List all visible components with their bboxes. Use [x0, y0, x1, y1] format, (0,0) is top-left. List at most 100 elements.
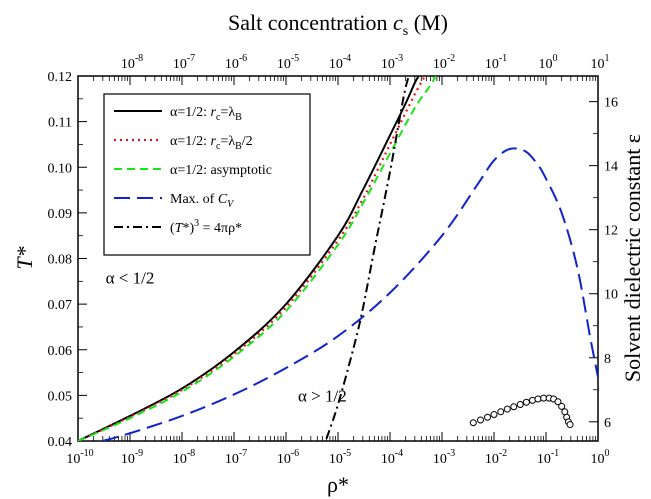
x-top-tick-label-exp: -5	[291, 53, 299, 64]
x-top-tick-label-base: 10	[381, 57, 395, 72]
x-top-tick-label: 10-2	[433, 53, 455, 72]
x-bottom-tick-label-base: 10	[66, 452, 80, 467]
x-top-tick-label: 10-5	[277, 53, 299, 72]
x-top-title-unit: (M)	[408, 10, 448, 35]
series-line-dash-dot	[325, 76, 411, 440]
x-bottom-tick-label: 10-10	[66, 448, 93, 467]
x-top-tick-label-exp: 0	[553, 53, 558, 64]
x-top-tick-label-base: 10	[121, 57, 135, 72]
x-bottom-tick-label: 10-1	[537, 448, 559, 467]
x-top-tick-label: 101	[591, 53, 610, 72]
x-bottom-tick-label-base: 10	[173, 452, 187, 467]
x-top-title-main: Salt concentration	[228, 10, 393, 35]
y-left-axis-title: T*	[12, 246, 37, 269]
x-top-tick-label-exp: 1	[605, 53, 610, 64]
series-line-dashed	[78, 76, 437, 441]
x-bottom-tick-label-base: 10	[537, 452, 551, 467]
marker-point	[522, 398, 530, 406]
x-top-tick-label-base: 10	[433, 57, 447, 72]
y-right-axis-title: Solvent dielectric constant ε	[620, 134, 645, 382]
y-left-tick-label: 0.04	[48, 435, 73, 450]
x-top-tick-label-exp: -3	[395, 53, 403, 64]
legend-label-part: (	[170, 221, 175, 236]
x-top-tick-label-base: 10	[173, 57, 187, 72]
x-bottom-ticks: 10-10 10-9 10-8 10-7 10-6 10-5 10-4 10-3 10-2 10-…	[66, 432, 610, 467]
marker-point	[534, 395, 542, 403]
x-bottom-tick-label-exp: -2	[499, 448, 507, 459]
marker-point	[497, 408, 505, 416]
x-top-tick-label-base: 10	[539, 57, 553, 72]
legend-label-part: α=1/2:	[170, 105, 211, 120]
x-bottom-tick-label-exp: -4	[395, 448, 403, 459]
x-bottom-tick-label-base: 10	[329, 452, 343, 467]
x-bottom-tick-label-base: 10	[277, 452, 291, 467]
y-right-tick-label: 8	[604, 352, 611, 367]
series-line-solid	[78, 76, 420, 441]
legend-box	[103, 93, 311, 256]
y-left-tick-label: 0.07	[48, 298, 73, 313]
annotations: α < 1/2 α > 1/2	[106, 269, 347, 406]
x-top-tick-label-exp: -4	[343, 53, 351, 64]
x-bottom-tick-label: 10-6	[277, 448, 299, 467]
legend-label-part: V	[227, 199, 235, 210]
x-top-tick-label: 10-3	[381, 53, 403, 72]
legend-label-part: r	[211, 134, 217, 149]
legend-label: Max. of CV	[170, 192, 235, 210]
x-bottom-tick-label: 10-3	[433, 448, 455, 467]
marker-point	[476, 416, 484, 424]
x-top-tick-label: 100	[539, 53, 558, 72]
marker-point	[490, 411, 498, 419]
marker-point	[503, 405, 511, 413]
x-bottom-tick-label-base: 10	[225, 452, 239, 467]
region-annotation: α > 1/2	[298, 386, 347, 405]
marker-point	[558, 402, 566, 410]
x-top-title-sub: s	[403, 24, 408, 39]
legend-label-part: α=1/2:	[170, 134, 211, 149]
x-bottom-tick-label-base: 10	[433, 452, 447, 467]
legend-label-part: T	[175, 221, 184, 236]
x-bottom-tick-label-base: 10	[485, 452, 499, 467]
y-left-tick-label: 0.11	[48, 116, 72, 131]
x-bottom-tick-label-base: 10	[381, 452, 395, 467]
x-top-tick-label: 10-8	[121, 53, 143, 72]
marker-point	[484, 413, 492, 421]
series-line-dotted	[78, 76, 427, 441]
legend-label-part: c	[216, 141, 221, 152]
x-bottom-tick-label-base: 10	[591, 452, 605, 467]
x-bottom-tick-label: 10-8	[173, 448, 195, 467]
x-bottom-tick-label: 10-4	[381, 448, 403, 467]
x-bottom-tick-label-exp: -5	[343, 448, 351, 459]
x-bottom-axis-title: ρ*	[327, 472, 349, 497]
legend-label: α=1/2: rc=λB	[170, 105, 242, 123]
x-bottom-tick-label-exp: -7	[239, 448, 247, 459]
x-top-tick-label: 10-1	[485, 53, 507, 72]
legend-label-part: C	[218, 192, 228, 207]
x-top-tick-label-base: 10	[329, 57, 343, 72]
x-bottom-tick-label-exp: -6	[291, 448, 299, 459]
marker-point	[566, 421, 574, 429]
x-top-ticks: 10-8 10-7 10-6 10-5 10-4 10-3 10-2 10-1 100 101	[77, 53, 610, 85]
x-bottom-tick-label-exp: -8	[187, 448, 195, 459]
x-top-axis-title: Salt concentration cs (M)	[228, 10, 448, 39]
x-top-title-var: c	[393, 10, 403, 35]
legend-label-part: B	[235, 112, 242, 123]
x-top-tick-label-base: 10	[485, 57, 499, 72]
legend-label-part: = 4πρ*	[199, 221, 242, 236]
legend-label-part: Max. of	[170, 192, 218, 207]
x-top-tick-label: 10-6	[225, 53, 247, 72]
legend: α=1/2: rc=λB α=1/2: rc=λB/2 α=1/2: asympto…	[103, 93, 311, 256]
x-bottom-tick-label: 100	[591, 448, 610, 467]
legend-label-part: /2	[242, 134, 253, 149]
x-bottom-tick-label: 10-7	[225, 448, 247, 467]
x-top-tick-label: 10-7	[173, 53, 195, 72]
x-top-tick-label-base: 10	[591, 57, 605, 72]
y-right-tick-label: 16	[604, 96, 618, 111]
marker-series	[469, 394, 574, 429]
x-bottom-tick-label-exp: -1	[551, 448, 559, 459]
legend-label-part: c	[216, 112, 221, 123]
legend-label: (T*)3 = 4πρ*	[170, 218, 242, 236]
legend-label: α=1/2: asymptotic	[170, 163, 272, 178]
legend-label: α=1/2: rc=λB/2	[170, 134, 253, 152]
x-top-tick-label-base: 10	[277, 57, 291, 72]
